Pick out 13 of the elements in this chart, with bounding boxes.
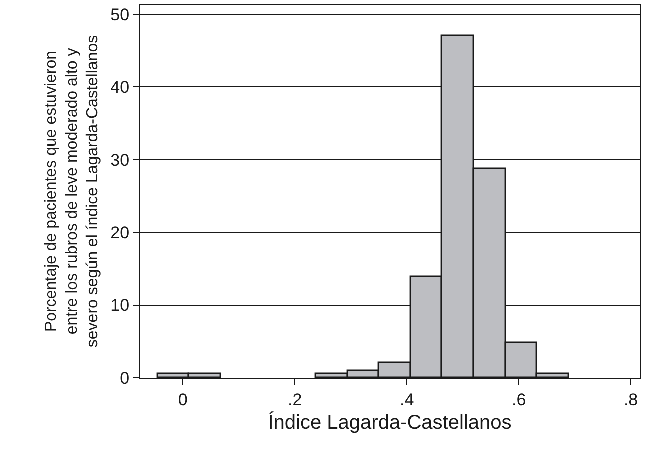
y-tick-label: 30 <box>110 150 130 170</box>
y-axis-title: Porcentaje de pacientes que estuvieron entre los rubros de leve moderado alto y severo según el índice Lagarda-Castellanos <box>42 35 102 348</box>
x-tick-label: .4 <box>400 390 414 410</box>
x-tick-label: 0 <box>178 390 188 410</box>
y-tick-label: 50 <box>110 5 130 24</box>
x-tick-label: .2 <box>288 390 302 410</box>
y-tick-label: 40 <box>110 78 130 98</box>
y-tick-label: 20 <box>110 224 130 243</box>
x-tick-label: .8 <box>624 390 638 410</box>
x-axis-title: Índice Lagarda-Castellanos <box>268 410 512 434</box>
x-tick-label: .6 <box>512 390 526 410</box>
y-tick-label: 10 <box>110 296 130 316</box>
y-tick-label: 0 <box>120 368 130 388</box>
